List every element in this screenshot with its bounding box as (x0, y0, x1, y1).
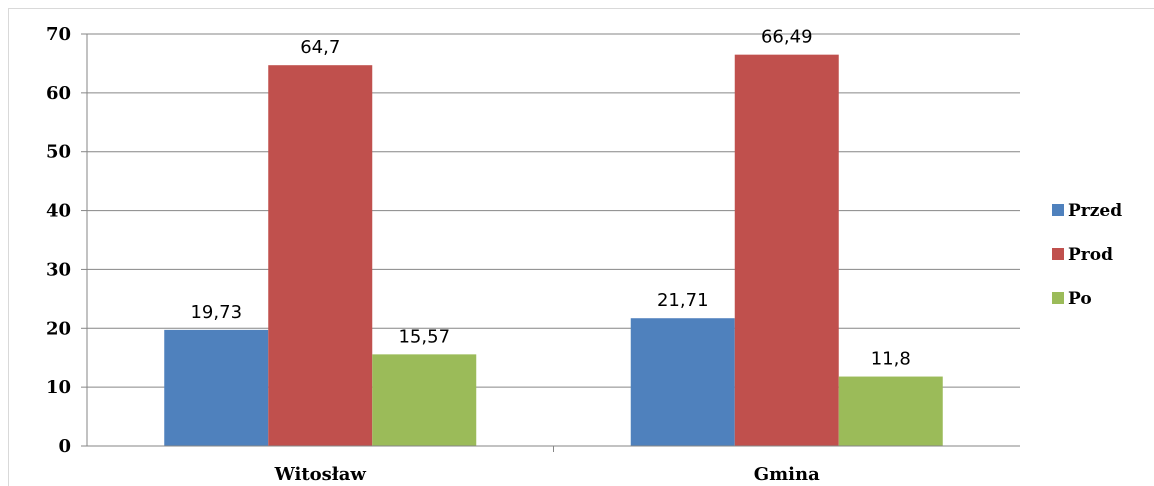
chart-frame-left (8, 8, 9, 486)
x-category-label: Gmina (754, 464, 820, 485)
y-tick-label: 20 (46, 318, 71, 339)
x-category-label: Witosław (274, 464, 367, 485)
bar-po (838, 376, 943, 446)
data-labels: 19,73 64,7 15,57 21,71 66,49 11,8 (190, 27, 910, 370)
bars (164, 54, 943, 447)
legend-swatch-przed (1052, 204, 1064, 216)
bar-przed (630, 318, 735, 446)
y-tick-label: 60 (46, 83, 71, 104)
y-tick-label: 50 (46, 142, 71, 163)
bar-po (372, 354, 477, 446)
legend-label-prod: Prod (1068, 245, 1113, 265)
legend-label-po: Po (1068, 289, 1092, 309)
y-tick-label: 30 (46, 259, 71, 280)
data-label: 64,7 (300, 37, 340, 58)
chart-frame-top (8, 8, 1154, 9)
data-label: 66,49 (761, 27, 813, 48)
legend-swatch-prod (1052, 248, 1064, 260)
y-tick-label: 10 (46, 377, 71, 398)
y-tick-label: 40 (46, 201, 71, 222)
data-label: 11,8 (871, 349, 911, 370)
y-tick-label: 70 (46, 24, 71, 45)
bar-prod (268, 65, 373, 447)
data-label: 15,57 (398, 326, 450, 347)
legend-swatch-po (1052, 292, 1064, 304)
bar-przed (164, 329, 269, 446)
y-tick-label: 0 (58, 436, 71, 457)
bar-prod (734, 54, 839, 447)
axes: 0 10 20 30 40 50 60 70 Witosław Gmina (46, 24, 1020, 485)
data-label: 19,73 (190, 302, 242, 323)
legend-label-przed: Przed (1068, 201, 1122, 221)
gridlines (87, 33, 1020, 388)
legend: Przed Prod Po (1052, 201, 1122, 309)
data-label: 21,71 (657, 290, 709, 311)
